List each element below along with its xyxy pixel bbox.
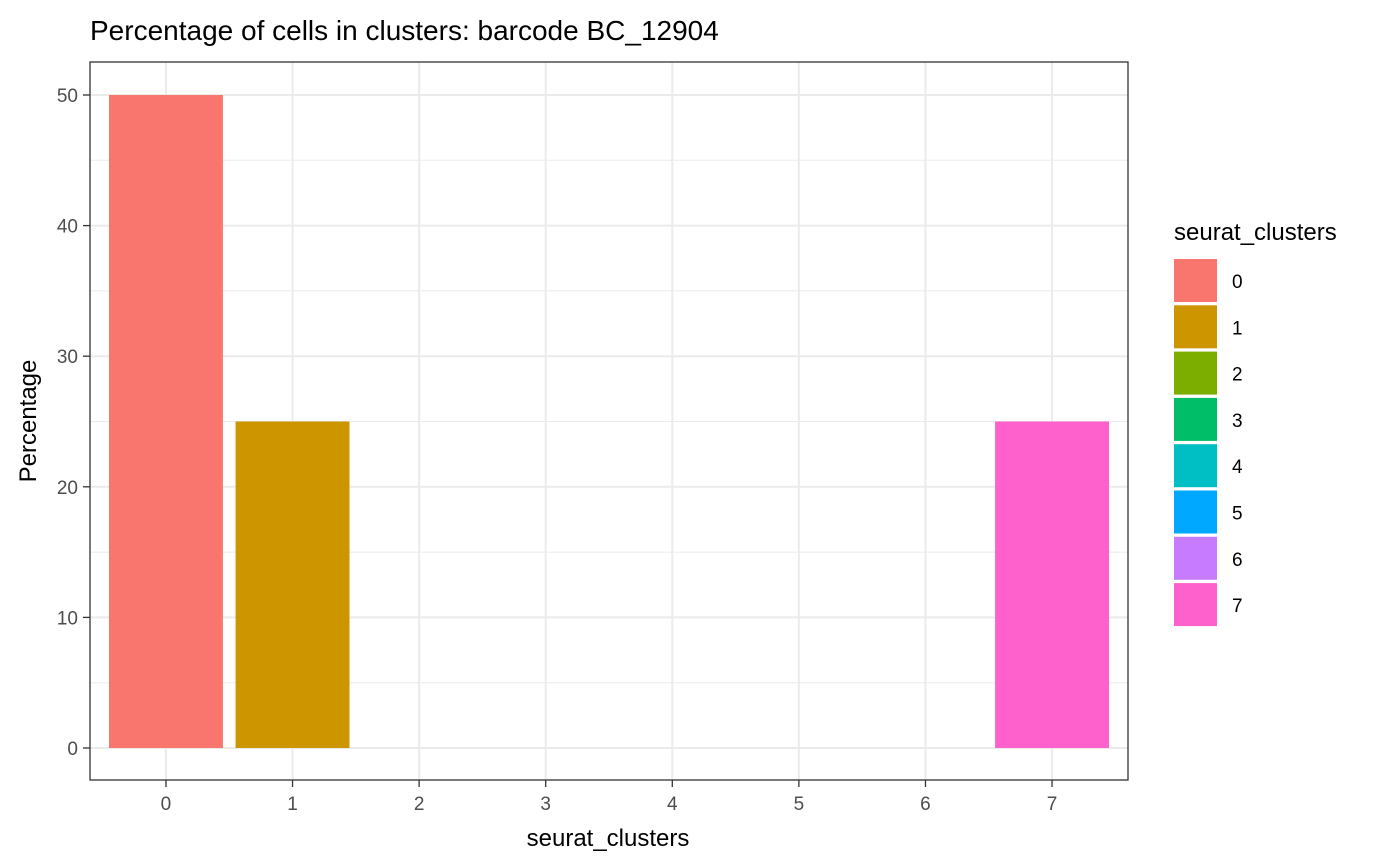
x-tick-label: 5 bbox=[794, 794, 805, 815]
y-tick-label: 10 bbox=[57, 608, 78, 629]
x-axis-title: seurat_clusters bbox=[527, 825, 690, 852]
y-tick-label: 20 bbox=[57, 478, 78, 499]
x-tick-label: 3 bbox=[540, 794, 551, 815]
x-tick-label: 0 bbox=[161, 794, 172, 815]
x-tick-label: 6 bbox=[920, 794, 931, 815]
panel-border bbox=[89, 61, 1129, 781]
legend-key-7 bbox=[1174, 583, 1217, 627]
legend-label-0: 0 bbox=[1232, 272, 1243, 293]
x-tick-label: 4 bbox=[667, 794, 678, 815]
x-tick-label: 2 bbox=[414, 794, 425, 815]
y-tick-label: 40 bbox=[57, 217, 78, 238]
x-tick-label: 1 bbox=[287, 794, 298, 815]
y-tick-label: 30 bbox=[57, 347, 78, 368]
chart-title: Percentage of cells in clusters: barcode… bbox=[90, 15, 719, 46]
legend-key-6 bbox=[1174, 536, 1217, 580]
legend-key-0 bbox=[1174, 259, 1217, 302]
legend-key-2 bbox=[1174, 351, 1217, 395]
bars-group bbox=[108, 95, 1110, 748]
legend-label-3: 3 bbox=[1232, 411, 1243, 432]
legend-key-3 bbox=[1174, 397, 1217, 441]
legend-label-4: 4 bbox=[1232, 457, 1243, 478]
legend-key-5 bbox=[1174, 490, 1217, 534]
legend-label-1: 1 bbox=[1232, 318, 1243, 339]
legend-label-5: 5 bbox=[1232, 504, 1243, 525]
legend-label-7: 7 bbox=[1232, 596, 1243, 617]
legend-label-2: 2 bbox=[1232, 365, 1243, 386]
legend: seurat_clusters 0 1 2 3 4 5 6 7 bbox=[1174, 219, 1337, 627]
y-tick-label: 50 bbox=[57, 86, 78, 107]
legend-key-1 bbox=[1174, 305, 1217, 349]
y-axis-title: Percentage bbox=[15, 360, 42, 483]
legend-label-6: 6 bbox=[1232, 550, 1243, 571]
bar-cluster-1 bbox=[235, 421, 350, 748]
bar-cluster-7 bbox=[995, 421, 1110, 748]
y-tick-label: 0 bbox=[67, 739, 78, 760]
x-tick-label: 7 bbox=[1047, 794, 1058, 815]
legend-title: seurat_clusters bbox=[1174, 219, 1337, 246]
legend-key-4 bbox=[1174, 444, 1217, 488]
y-axis: 0 10 20 30 40 50 bbox=[57, 86, 90, 760]
bar-cluster-0 bbox=[108, 95, 223, 748]
x-axis: 0 1 2 3 4 5 6 7 bbox=[161, 780, 1058, 815]
